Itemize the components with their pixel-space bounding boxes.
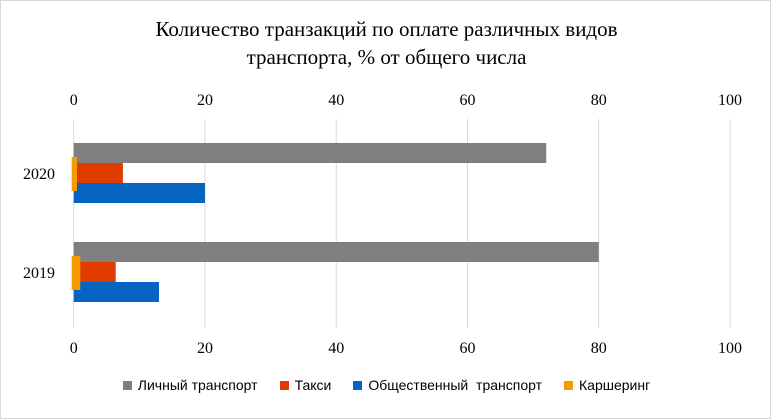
bottom-tick-label: 40 (328, 340, 344, 357)
legend-item: Общественный транспорт (353, 377, 542, 393)
bar-0 (73, 242, 599, 262)
top-tick-label: 40 (328, 92, 344, 109)
legend-label: Такси (294, 377, 332, 393)
legend-item: Каршеринг (564, 377, 650, 393)
title-line: Количество транзакций по оплате различны… (155, 17, 618, 41)
legend: Личный транспорт Такси Общественный трансп… (1, 377, 771, 393)
top-tick-label: 100 (718, 92, 742, 109)
bar-0 (73, 143, 547, 163)
legend-swatch (279, 380, 289, 390)
bar-2 (73, 183, 205, 203)
category-label: 2020 (23, 166, 55, 183)
bar-2 (73, 282, 160, 302)
title-line: транспорта, % от общего числа (246, 45, 527, 69)
legend-item: Такси (279, 377, 332, 393)
bottom-tick-label: 20 (197, 340, 213, 357)
bar-1 (73, 163, 123, 183)
legend-swatch (564, 380, 574, 390)
legend-swatch (353, 380, 363, 390)
legend-item: Личный транспорт (122, 377, 258, 393)
legend-label: Личный транспорт (137, 377, 258, 393)
top-tick-label: 60 (459, 92, 475, 109)
legend-label: Каршеринг (579, 377, 651, 393)
top-tick-label: 80 (591, 92, 607, 109)
legend-label: Общественный транспорт (368, 377, 543, 393)
bottom-tick-label: 80 (591, 340, 607, 357)
top-tick-label: 20 (197, 92, 213, 109)
bottom-tick-label: 0 (70, 340, 78, 357)
bar-3 (71, 256, 81, 290)
category-label: 2019 (23, 265, 55, 282)
bottom-tick-label: 100 (718, 340, 742, 357)
bottom-tick-label: 60 (459, 340, 475, 357)
legend-swatch (122, 380, 132, 390)
chart-title: Количество транзакций по оплате различны… (1, 15, 771, 71)
top-tick-label: 0 (70, 92, 78, 109)
bar-1 (73, 262, 116, 282)
bar-3 (71, 157, 77, 191)
